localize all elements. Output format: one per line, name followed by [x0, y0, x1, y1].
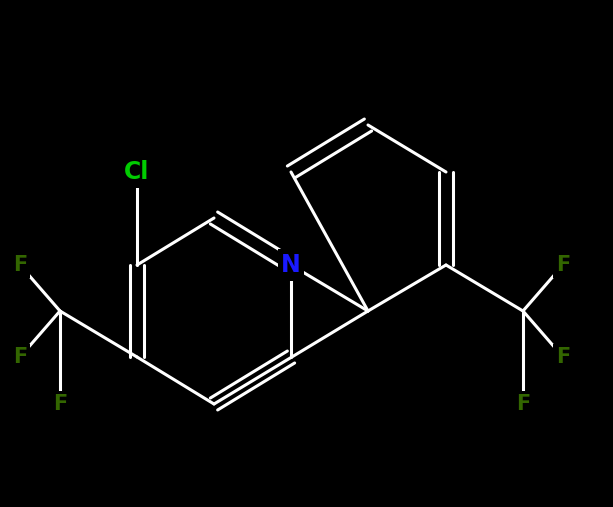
Text: F: F — [53, 394, 67, 414]
Text: N: N — [281, 253, 301, 277]
Text: F: F — [556, 255, 570, 275]
Text: F: F — [516, 394, 530, 414]
Text: F: F — [13, 347, 27, 367]
Text: F: F — [13, 255, 27, 275]
Text: F: F — [556, 347, 570, 367]
Text: Cl: Cl — [124, 160, 150, 184]
